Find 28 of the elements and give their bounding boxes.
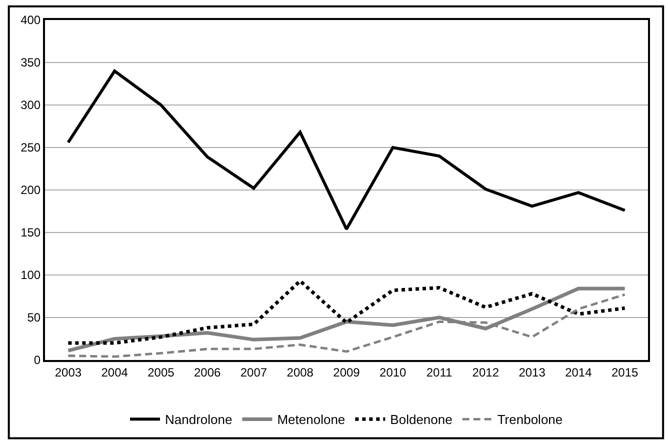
y-tick-label: 150: [20, 226, 41, 240]
x-tick-label: 2012: [472, 365, 500, 380]
x-tick-label: 2005: [148, 365, 175, 380]
x-tick-label: 2013: [518, 365, 546, 380]
line-series: [66, 279, 627, 345]
x-tick-label: 2004: [101, 365, 128, 380]
x-tick-label: 2007: [240, 365, 268, 380]
legend-label: Nandrolone: [165, 412, 232, 428]
y-tick-label: 350: [20, 56, 41, 70]
y-tick-label: 300: [20, 98, 41, 112]
legend-label: Metenolone: [277, 412, 346, 428]
y-tick-label: 0: [34, 353, 41, 368]
legend-label: Trenbolone: [497, 412, 563, 428]
x-tick-label: 2009: [333, 365, 360, 380]
line-series: [66, 70, 626, 231]
y-tick-label: 100: [20, 268, 41, 282]
x-tick-label: 2015: [611, 365, 638, 380]
x-tick-label: 2003: [54, 365, 82, 380]
x-tick-label: 2011: [426, 365, 452, 380]
x-tick-label: 2010: [380, 365, 407, 380]
legend-label: Boldenone: [390, 412, 452, 428]
x-tick-label: 2014: [565, 365, 592, 380]
x-tick-label: 2006: [194, 365, 222, 380]
y-tick-label: 400: [20, 13, 41, 28]
x-tick-label: 2008: [286, 365, 314, 380]
y-tick-label: 250: [20, 140, 41, 155]
y-tick-label: 200: [20, 183, 41, 198]
y-tick-label: 50: [27, 310, 41, 325]
